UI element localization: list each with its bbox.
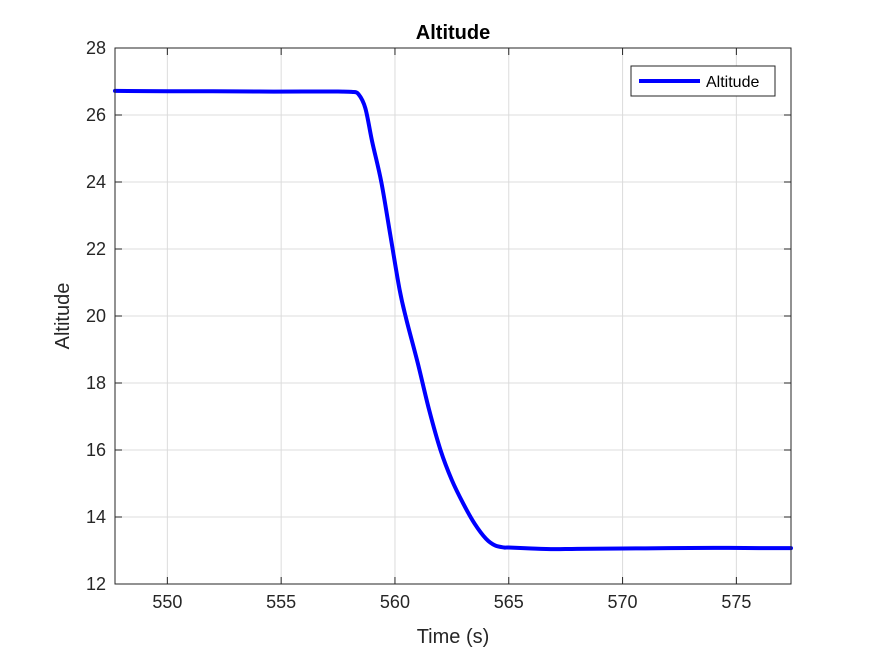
y-tick-label: 14 xyxy=(86,507,106,527)
legend-label-altitude: Altitude xyxy=(706,74,759,91)
y-tick-label: 22 xyxy=(86,239,106,259)
x-tick-label: 550 xyxy=(152,592,182,612)
y-tick-label: 26 xyxy=(86,105,106,125)
data-layer xyxy=(113,88,793,552)
x-axis-title: Time (s) xyxy=(417,626,490,648)
x-tick-label: 555 xyxy=(266,592,296,612)
y-tick-label: 20 xyxy=(86,306,106,326)
ticks: 550 555 560 565 570 575 12 14 16 18 20 22 24 26 28 xyxy=(86,38,791,612)
x-tick-label: 575 xyxy=(721,592,751,612)
y-tick-label: 24 xyxy=(86,172,106,192)
x-tick-label: 565 xyxy=(494,592,524,612)
x-tick-label: 570 xyxy=(608,592,638,612)
series-line-altitude xyxy=(113,88,793,552)
x-tick-label: 560 xyxy=(380,592,410,612)
y-tick-label: 18 xyxy=(86,373,106,393)
y-tick-label: 12 xyxy=(86,574,106,594)
chart-title: Altitude xyxy=(416,22,490,44)
y-tick-label: 16 xyxy=(86,440,106,460)
legend: Altitude xyxy=(630,65,776,97)
y-tick-label: 28 xyxy=(86,38,106,58)
y-axis-title: Altitude xyxy=(52,283,74,350)
